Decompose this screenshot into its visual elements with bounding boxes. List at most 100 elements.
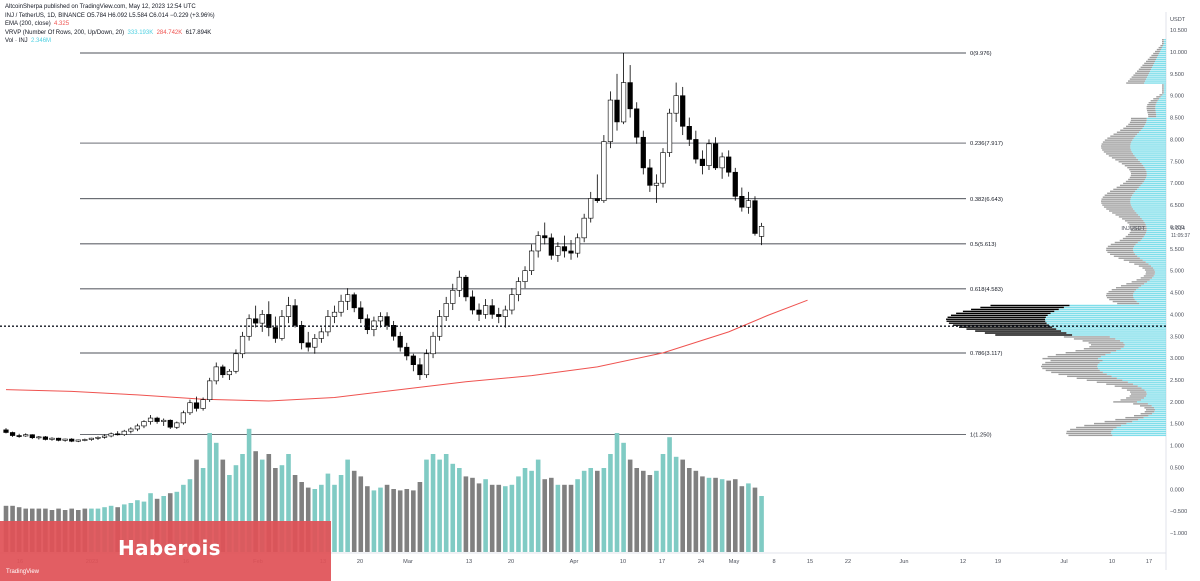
- volume-bar: [621, 442, 626, 552]
- volume-profile-up-row: [1163, 90, 1166, 92]
- volume-profile-up-row: [1141, 387, 1166, 389]
- volume-profile-down-row: [1162, 92, 1164, 94]
- candle-body: [16, 435, 22, 437]
- volume-profile-up-row: [1135, 135, 1166, 137]
- volume-profile-up-row: [1142, 127, 1166, 130]
- volume-profile-down-row: [1146, 60, 1155, 63]
- candle-body: [673, 95, 679, 114]
- vrvp-legend[interactable]: VRVP (Number Of Rows, 200, Up/Down, 20) …: [5, 29, 215, 38]
- candle-body: [193, 402, 200, 409]
- volume-profile-up-row: [1141, 163, 1166, 165]
- candle-body: [542, 235, 548, 239]
- volume-profile-down-row: [1156, 96, 1161, 98]
- volume-profile-down-row: [1148, 113, 1157, 116]
- volume-profile-up-row: [1139, 257, 1166, 259]
- volume-profile-down-row: [966, 328, 1057, 330]
- volume-profile-down-row: [1144, 62, 1155, 65]
- volume-profile-down-row: [1128, 123, 1146, 126]
- volume-profile-up-row: [1048, 324, 1166, 326]
- fib-retracement[interactable]: 0(9.976) 0.236(7.917) 0.382(6.643) 0.5(5.61…: [80, 51, 1003, 439]
- volume-profile-down-row: [1131, 281, 1148, 283]
- volume-profile-up-row: [1147, 76, 1166, 78]
- volume-profile-down-row: [1050, 359, 1103, 362]
- volume-profile-up-row: [1155, 104, 1166, 106]
- volume-profile-up-row: [1163, 39, 1166, 41]
- volume-profile-down-row: [1101, 145, 1131, 147]
- volume-profile-up-row: [1100, 355, 1166, 358]
- volume-profile-down-row: [1143, 275, 1154, 277]
- volume-profile-down-row: [1106, 292, 1134, 295]
- price-tick-label: 6.500: [1170, 203, 1184, 209]
- time-tick-label: Jul: [1060, 559, 1067, 565]
- volume-profile-up-row: [1137, 385, 1166, 387]
- volume-profile-down-row: [1130, 391, 1147, 393]
- candle-body: [463, 276, 469, 298]
- volume-profile-up-row: [1156, 115, 1166, 118]
- candle-body: [161, 419, 167, 422]
- volume-profile-up-row: [1144, 389, 1166, 391]
- volume-profile-up-row: [1102, 371, 1166, 374]
- volume-profile-down-row: [1063, 336, 1110, 338]
- volume-profile-down-row: [1115, 159, 1139, 161]
- volume-profile-down-row: [1131, 76, 1148, 78]
- price-axis[interactable]: 10.500 10.000 9.500 9.000 8.500 8.000 7.500 7.0…: [1170, 28, 1187, 537]
- volume-profile-down-row: [1102, 149, 1131, 151]
- volume-profile-down-row: [1125, 235, 1144, 238]
- price-tick-label: 8.500: [1170, 116, 1184, 122]
- volume-profile-up-row: [1160, 96, 1166, 98]
- candle-body: [55, 437, 62, 441]
- candle-body: [719, 156, 725, 169]
- volume-bar: [732, 479, 738, 552]
- volume-profile-up-row: [1133, 249, 1166, 252]
- volume-profile-up-row: [1163, 92, 1166, 94]
- volume-profile-up-row: [1160, 48, 1166, 51]
- volume-profile-up-row: [1156, 102, 1166, 104]
- vol-legend[interactable]: Vol · INJ 2.346M: [5, 37, 215, 46]
- volume-profile-down-row: [1106, 294, 1134, 297]
- volume-profile-down-row: [1146, 107, 1156, 110]
- volume-bar: [667, 437, 672, 552]
- price-tick-label: 4.500: [1170, 291, 1184, 297]
- volume-profile-up-row: [1148, 74, 1166, 76]
- volume-profile-down-row: [1126, 283, 1145, 285]
- volume-profile-up-row: [1122, 379, 1166, 381]
- candle-body: [561, 246, 568, 252]
- volume-profile-down-row: [1162, 84, 1164, 86]
- symbol-line[interactable]: INJ / TetherUS, 1D, BINANCE O5.784 H6.09…: [5, 12, 215, 19]
- candle-body: [134, 425, 141, 430]
- candle-body: [607, 99, 614, 142]
- volume-profile-down-row: [1133, 74, 1149, 76]
- volume-bar: [614, 433, 620, 552]
- volume-profile-down-row: [1134, 263, 1149, 265]
- volume-profile-up-row: [1144, 166, 1166, 169]
- ema-legend[interactable]: EMA (200, close) 4.325: [5, 20, 215, 29]
- candle-body: [371, 320, 377, 330]
- volume-profile-up-row: [1133, 292, 1166, 295]
- candle-body: [233, 353, 239, 372]
- volume-bar: [358, 476, 364, 552]
- volume-profile-down-row: [1144, 407, 1155, 409]
- volume-profile-up-row: [1140, 184, 1166, 187]
- price-tick-label: 2.000: [1170, 400, 1184, 406]
- volume-profile-down-row: [1146, 109, 1156, 112]
- volume-profile-down-row: [1115, 418, 1139, 421]
- price-tick-label: 6.000: [1170, 225, 1184, 231]
- volume-profile-down-row: [1073, 338, 1116, 340]
- candle-body: [522, 270, 528, 282]
- fib-level-label: 1(1.250): [970, 433, 992, 439]
- volume-profile-down-row: [1138, 265, 1152, 267]
- volume-bar: [430, 454, 436, 552]
- candle-body: [548, 237, 554, 256]
- volume-profile-up-row: [1138, 287, 1166, 289]
- volume-profile-up-row: [1141, 285, 1166, 287]
- volume-bar: [640, 470, 646, 552]
- volume-profile-up-row: [1134, 155, 1166, 157]
- volume-profile-up-row: [1124, 344, 1166, 346]
- volume-profile-down-row: [1042, 357, 1099, 360]
- volume-bar: [713, 477, 718, 552]
- volume-profile-up-row: [1156, 56, 1166, 59]
- volume-bar: [700, 476, 705, 552]
- volume-profile-down-row: [1142, 267, 1154, 269]
- volume-profile-up-row: [1116, 350, 1166, 352]
